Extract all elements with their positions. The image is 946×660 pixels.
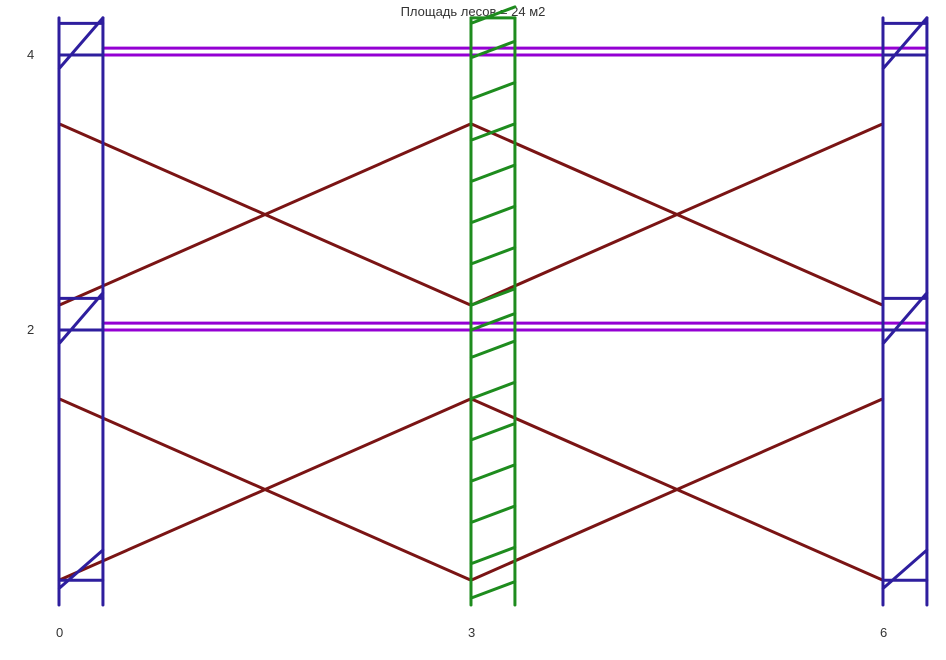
ladder-rung — [471, 547, 515, 564]
x-tick-0: 0 — [56, 625, 63, 640]
frame-short-brace-6 — [883, 18, 927, 69]
y-tick-2: 2 — [27, 322, 34, 337]
ladder-rung — [471, 83, 515, 100]
ladder-rung — [471, 465, 515, 482]
ladder-rung — [471, 7, 515, 24]
frame-short-brace-0 — [59, 293, 103, 344]
x-tick-6: 6 — [880, 625, 887, 640]
ladder-rung — [471, 424, 515, 441]
ladder-rung — [471, 248, 515, 265]
ladder-rung — [471, 289, 515, 306]
frame-short-brace-0 — [59, 550, 103, 589]
ladder-rung — [471, 165, 515, 182]
frame-short-brace-6 — [883, 293, 927, 344]
frame-short-brace-6 — [883, 550, 927, 589]
ladder-rung — [471, 206, 515, 223]
scaffold-diagram-svg — [0, 0, 946, 660]
ladder-rung — [471, 341, 515, 358]
frame-short-brace-0 — [59, 18, 103, 69]
ladder-rung — [471, 506, 515, 523]
ladder-rung — [471, 382, 515, 399]
ladder-rung — [471, 582, 515, 599]
y-tick-4: 4 — [27, 47, 34, 62]
x-tick-3: 3 — [468, 625, 475, 640]
